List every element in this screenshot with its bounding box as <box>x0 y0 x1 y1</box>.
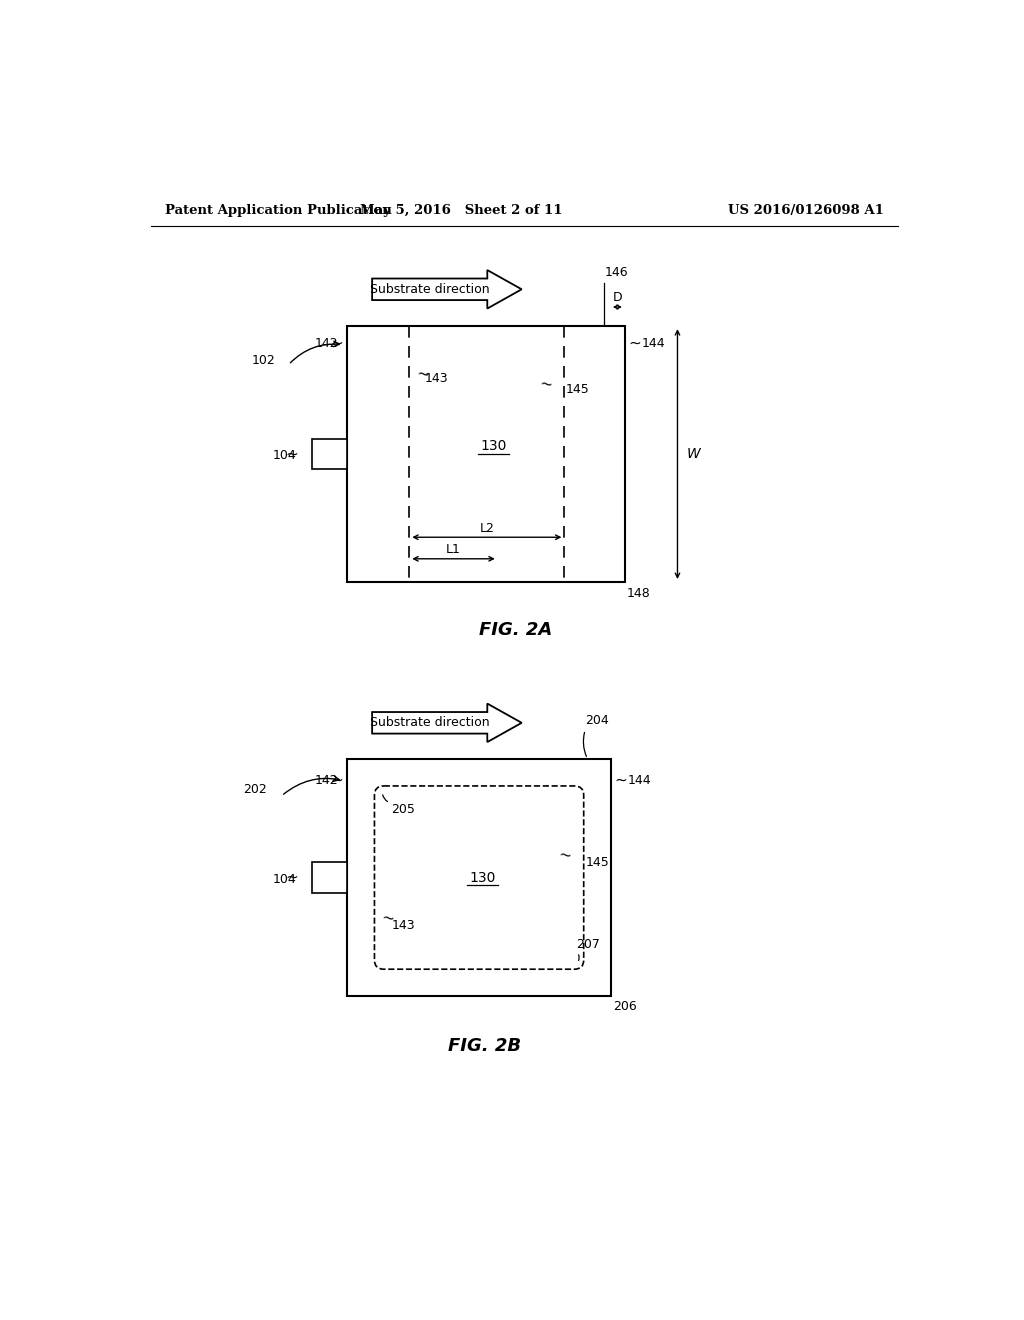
Bar <box>311 438 347 470</box>
Bar <box>311 862 347 892</box>
Text: ~: ~ <box>416 366 431 383</box>
Text: ~: ~ <box>285 870 298 886</box>
Text: ~: ~ <box>539 375 554 392</box>
Text: ~: ~ <box>285 446 298 462</box>
Text: 102: 102 <box>252 354 275 367</box>
Text: L2: L2 <box>479 521 495 535</box>
Text: 144: 144 <box>628 774 651 787</box>
Text: 204: 204 <box>586 714 609 727</box>
Text: FIG. 2A: FIG. 2A <box>479 620 552 639</box>
Text: May 5, 2016   Sheet 2 of 11: May 5, 2016 Sheet 2 of 11 <box>360 205 562 218</box>
Bar <box>347 759 611 997</box>
Bar <box>347 326 625 582</box>
Text: 130: 130 <box>480 440 507 453</box>
Text: ~: ~ <box>558 847 572 865</box>
Text: 206: 206 <box>613 1001 637 1014</box>
Text: 148: 148 <box>627 587 651 601</box>
Polygon shape <box>372 704 521 742</box>
Text: D: D <box>612 290 623 304</box>
Text: FIG. 2B: FIG. 2B <box>447 1038 521 1055</box>
Text: Substrate direction: Substrate direction <box>370 282 489 296</box>
Text: L1: L1 <box>446 543 461 556</box>
Text: ~: ~ <box>614 774 628 788</box>
Text: 143: 143 <box>425 372 449 385</box>
Text: 104: 104 <box>273 449 297 462</box>
Text: ~: ~ <box>381 909 396 927</box>
Text: 145: 145 <box>566 383 590 396</box>
Text: 104: 104 <box>273 873 297 886</box>
Text: US 2016/0126098 A1: US 2016/0126098 A1 <box>728 205 884 218</box>
Text: 143: 143 <box>391 919 415 932</box>
Text: W: W <box>687 447 700 461</box>
Text: 142: 142 <box>314 337 338 350</box>
Text: Substrate direction: Substrate direction <box>370 717 489 730</box>
Text: 202: 202 <box>243 783 266 796</box>
Text: ~: ~ <box>331 335 343 351</box>
Polygon shape <box>372 271 521 309</box>
Text: 142: 142 <box>314 774 338 787</box>
Text: 130: 130 <box>470 871 497 884</box>
Text: 146: 146 <box>604 265 629 279</box>
Text: 205: 205 <box>391 803 416 816</box>
Text: 144: 144 <box>642 337 666 350</box>
Text: 145: 145 <box>586 857 609 870</box>
Text: Patent Application Publication: Patent Application Publication <box>165 205 392 218</box>
Text: ~: ~ <box>629 335 641 351</box>
Text: 207: 207 <box>575 939 600 952</box>
Text: ~: ~ <box>331 774 343 788</box>
